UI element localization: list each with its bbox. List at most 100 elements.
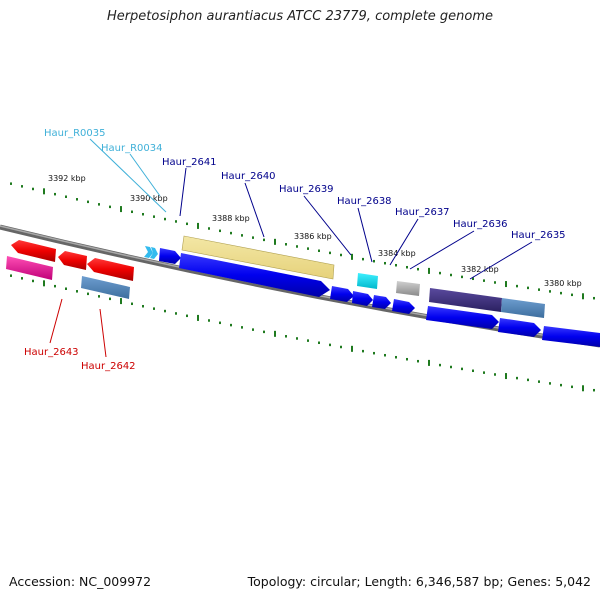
kbp-label-3392: 3392 kbp (48, 174, 86, 183)
tick-upper (76, 198, 78, 201)
accession-text: Accession: NC_009972 (9, 574, 152, 589)
tick-lower (274, 330, 276, 337)
tick-lower (362, 349, 364, 353)
tick-marks (10, 182, 595, 392)
label-haur-2640[interactable]: Haur_2640 (221, 171, 276, 182)
gene-labels: Haur_R0035 Haur_R0034 Haur_2641 Haur_264… (24, 128, 566, 372)
tick-lower (395, 355, 397, 359)
gene-haur-2637-rna[interactable] (396, 281, 420, 296)
tick-lower (186, 314, 188, 318)
tick-upper (65, 195, 67, 198)
tick-lower (472, 369, 474, 373)
gene-haur-2640-coding[interactable] (179, 253, 330, 297)
tick-lower (98, 295, 100, 298)
tick-lower (241, 326, 243, 329)
tick-lower (153, 307, 155, 310)
gene-haur-r0034[interactable] (150, 247, 158, 259)
tick-upper (505, 281, 507, 288)
tick-lower (230, 323, 232, 327)
tick-lower (560, 383, 562, 387)
tick-upper (549, 290, 551, 293)
tick-lower (494, 373, 496, 376)
tick-lower (21, 277, 23, 280)
label-haur-2642[interactable]: Haur_2642 (81, 361, 136, 372)
tick-upper (241, 234, 243, 237)
tick-upper (373, 259, 375, 263)
tick-lower (516, 376, 518, 380)
gene-haur-2638-coding[interactable] (352, 291, 373, 306)
gene-haur-2634[interactable] (542, 326, 600, 347)
tick-lower (10, 274, 12, 277)
tick-lower (76, 290, 78, 293)
label-haur-2641[interactable]: Haur_2641 (162, 157, 217, 168)
gene-haur-2643-domain[interactable] (6, 256, 53, 280)
tick-lower (549, 382, 551, 385)
tick-upper (186, 222, 188, 226)
tick-upper (395, 263, 397, 267)
gene-haur-2641[interactable] (159, 248, 181, 264)
tick-lower (340, 345, 342, 349)
tick-lower (32, 279, 34, 283)
gene-haur-2638[interactable] (357, 273, 378, 289)
label-haur-2635[interactable]: Haur_2635 (511, 230, 566, 241)
tick-lower (582, 385, 584, 392)
gene-haur-2639[interactable] (330, 286, 354, 302)
tick-lower (318, 341, 320, 345)
tick-lower (54, 284, 56, 288)
tick-upper (21, 185, 23, 188)
tick-upper (516, 284, 518, 288)
tick-lower (351, 345, 353, 352)
tick-upper (164, 217, 166, 221)
label-haur-2637[interactable]: Haur_2637 (395, 207, 450, 218)
label-haur-r0034[interactable]: Haur_R0034 (101, 143, 163, 154)
map-title: Herpetosiphon aurantiacus ATCC 23779, co… (106, 9, 494, 24)
tick-lower (450, 365, 452, 369)
tick-upper (263, 238, 265, 242)
tick-lower (483, 371, 485, 374)
tick-upper (219, 229, 221, 233)
genome-summary-text: Topology: circular; Length: 6,346,587 bp… (247, 574, 591, 589)
tick-lower (307, 339, 309, 342)
tick-upper (461, 275, 463, 279)
tick-lower (87, 292, 89, 296)
gene-haur-2636-coding[interactable] (426, 306, 499, 329)
forward-strand-genes (144, 235, 600, 347)
tick-lower (219, 321, 221, 325)
gene-haur-2637[interactable] (372, 295, 391, 309)
gene-haur-2636-domain[interactable] (429, 288, 502, 312)
tick-upper (142, 212, 144, 216)
tick-upper (32, 187, 34, 191)
gene-haur-2643[interactable] (11, 240, 56, 262)
gene-haur-r0035[interactable] (144, 246, 153, 258)
label-leader-lines (49, 138, 533, 358)
tick-lower (252, 328, 254, 331)
label-haur-2643[interactable]: Haur_2643 (24, 347, 79, 358)
label-haur-2638[interactable]: Haur_2638 (337, 196, 392, 207)
tick-lower (142, 304, 144, 308)
tick-lower (329, 343, 331, 347)
tick-upper (450, 273, 452, 277)
gene-haur-2636[interactable] (392, 299, 415, 314)
gene-haur-2642-domain[interactable] (81, 276, 130, 299)
tick-lower (538, 380, 540, 383)
tick-upper (560, 291, 562, 295)
label-haur-2639[interactable]: Haur_2639 (279, 184, 334, 195)
tick-lower (428, 359, 430, 366)
tick-upper (208, 227, 210, 230)
label-haur-2636[interactable]: Haur_2636 (453, 219, 508, 230)
tick-lower (65, 287, 67, 290)
tick-upper (131, 210, 133, 214)
gene-haur-2642a[interactable] (58, 251, 87, 270)
gene-haur-2640[interactable] (181, 235, 335, 280)
tick-upper (417, 267, 419, 271)
tick-upper (197, 222, 199, 229)
tick-upper (527, 286, 529, 290)
gene-haur-2642[interactable] (87, 258, 134, 281)
tick-lower (120, 298, 122, 305)
gene-haur-2635-domain[interactable] (501, 298, 545, 318)
label-haur-r0035[interactable]: Haur_R0035 (44, 128, 106, 139)
tick-lower (527, 378, 529, 382)
tick-lower (373, 351, 375, 355)
gene-haur-2635[interactable] (498, 318, 541, 337)
